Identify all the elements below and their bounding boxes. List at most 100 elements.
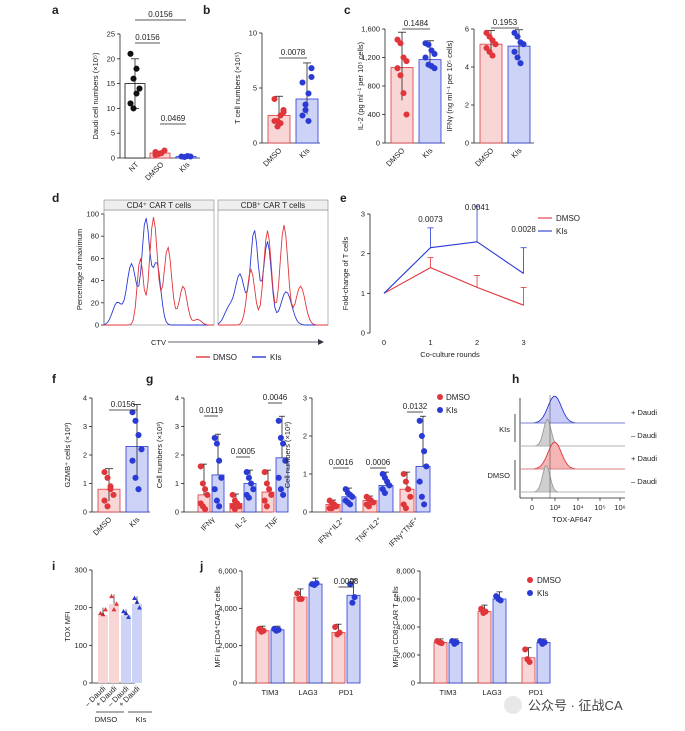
panel-j-cd4-y-tick-label: 4,000	[218, 604, 237, 613]
panel-a-point	[187, 153, 194, 160]
panel-g-single-point	[211, 486, 218, 493]
panel-j-cd8-y-tick-label: 2,000	[396, 651, 415, 660]
panel-f-point	[135, 431, 142, 439]
panel-c-il2-bar	[418, 59, 442, 144]
panel-i-y-tick-label: 300	[74, 566, 87, 575]
panel-g-double-pvalue-label: 0.0016	[329, 458, 354, 467]
panel-a-y-tick-label: 20	[107, 54, 115, 63]
panel-g-double-y-label: Cell numbers (×10³)	[283, 421, 292, 488]
panel-e-annotation: 0.0041	[465, 203, 490, 212]
panel-c-il2-y-tick-label: 800	[367, 82, 380, 91]
panel-f-y-tick-label: 4	[83, 394, 87, 403]
panel-d-histogram-kis	[217, 230, 328, 326]
panel-j-cd4-x-tick-label: LAG3	[298, 688, 317, 697]
panel-a-pvalue-label: 0.0469	[161, 114, 186, 123]
panel-e-line-kis	[383, 241, 524, 294]
panel-j-cd4-point	[298, 595, 305, 603]
panel-a-point	[161, 147, 168, 154]
panel-j-cd8-bar-dmso	[477, 611, 492, 684]
panel-i-point	[126, 614, 131, 619]
panel-e-x-tick-label: 3	[522, 338, 526, 347]
panel-h-histogram	[520, 465, 625, 493]
panel-g-single-point	[266, 486, 273, 493]
panel-f-point	[132, 417, 139, 424]
panel-d-frame	[103, 209, 215, 326]
panel-h-row-label: + Daudi	[631, 454, 657, 463]
panel-c-ifng-y-tick-label: 2	[465, 101, 469, 110]
panel-g-single-point	[263, 480, 270, 487]
panel-a-x-tick-label: NT	[127, 160, 141, 174]
panel-b-y-label: T cell numbers (×10⁵)	[233, 52, 242, 124]
panel-b-x-tick-label: KIs	[297, 146, 311, 160]
panel-a-point	[127, 100, 134, 107]
panel-label-g: g	[146, 372, 153, 386]
panel-g-double-point	[418, 432, 425, 440]
panel-j-cd8-x-tick-label: LAG3	[482, 688, 501, 697]
panel-j-cd8-bar-kis	[536, 642, 551, 684]
panel-j-cd8-point	[522, 646, 529, 653]
panel-g-double-point	[418, 493, 425, 500]
panel-g-double-legend-swatch-dmso	[437, 394, 443, 400]
panel-g-single-y-tick-label: 1	[175, 479, 179, 488]
panel-b-point	[302, 106, 309, 114]
panel-f-point	[132, 474, 139, 481]
panel-i-point	[111, 606, 117, 612]
panel-g-single-point	[243, 469, 250, 476]
panel-g-double-point	[386, 482, 393, 489]
panel-f-point	[129, 409, 136, 416]
panel-c-il2-point	[422, 54, 429, 61]
panel-c-il2-point	[397, 40, 404, 47]
panel-g-single-pvalue-label: 0.0119	[199, 406, 223, 415]
panel-g-double-point	[381, 489, 388, 497]
panel-j-cd4-bar-kis	[270, 629, 285, 684]
panel-j-cd8-legend-label-dmso: DMSO	[537, 576, 561, 585]
panel-a-x-tick-label: KIs	[177, 160, 191, 174]
panel-g-single-point	[261, 469, 268, 476]
panel-c-ifng-y-tick-label: 6	[465, 25, 469, 34]
panel-b-point	[305, 90, 312, 97]
panel-g-single-point	[213, 497, 220, 504]
panel-g-double-x-tick-label: IFNγ⁺IL2⁺	[316, 515, 347, 546]
panel-f-point	[107, 483, 114, 490]
panel-g-double-point	[370, 499, 377, 506]
panel-e-x-tick-label: 1	[428, 338, 432, 347]
panel-d-frame	[217, 209, 329, 326]
panel-j-cd4-point	[313, 580, 320, 587]
panel-i-group-label: DMSO	[95, 715, 118, 724]
panel-j-cd4-point	[336, 629, 343, 636]
panel-j-cd8-point	[541, 639, 548, 646]
panel-f-y-tick-label: 0	[83, 508, 87, 517]
panel-d-title: CD8⁺ CAR T cells	[241, 201, 305, 210]
panel-c-il2-y-tick-label: 0	[376, 139, 380, 148]
panel-b-point	[277, 120, 284, 127]
panel-d-y-tick-label: 100	[86, 210, 99, 219]
panel-j-cd8-y-tick-label: 4,000	[396, 623, 415, 632]
panel-g-single-x-tick-label: TNF	[264, 515, 281, 532]
panel-j-cd4-point	[294, 590, 301, 597]
panel-j-cd8-legend-label-kis: KIs	[537, 589, 549, 598]
panel-g-single-point	[202, 486, 209, 493]
panel-g-double-point	[421, 501, 428, 508]
panel-f-point	[104, 474, 111, 481]
panel-g-double-point	[402, 478, 409, 485]
panel-f-point	[129, 457, 136, 464]
panel-g-double-legend-label-kis: KIs	[446, 406, 458, 415]
panel-j-cd8-point	[497, 597, 504, 604]
panel-j-cd4-point	[275, 626, 282, 633]
panel-c-ifng-bar	[479, 43, 503, 144]
panel-j-cd4-x-tick-label: TIM3	[261, 688, 278, 697]
panel-a-y-label: Daudi cell numbers (×10⁵)	[91, 52, 100, 140]
panel-d-title-box	[217, 199, 329, 211]
panel-e-annotation: 0.0028	[511, 225, 536, 234]
panel-g-single-y-tick-label: 0	[175, 508, 179, 517]
panel-g-single-point	[277, 434, 284, 441]
panel-g-single-point	[204, 491, 211, 498]
panel-label-d: d	[52, 191, 59, 205]
panel-a-pvalue-label: 0.0156	[148, 10, 173, 19]
panel-d-y-tick-label: 20	[91, 298, 99, 307]
panel-c-il2-y-tick-label: 1,600	[361, 25, 380, 34]
panel-h-row-label: – Daudi	[631, 431, 657, 440]
panel-a-point	[136, 85, 143, 92]
panel-label-e: e	[340, 191, 347, 205]
panel-d-title-box	[103, 199, 215, 211]
